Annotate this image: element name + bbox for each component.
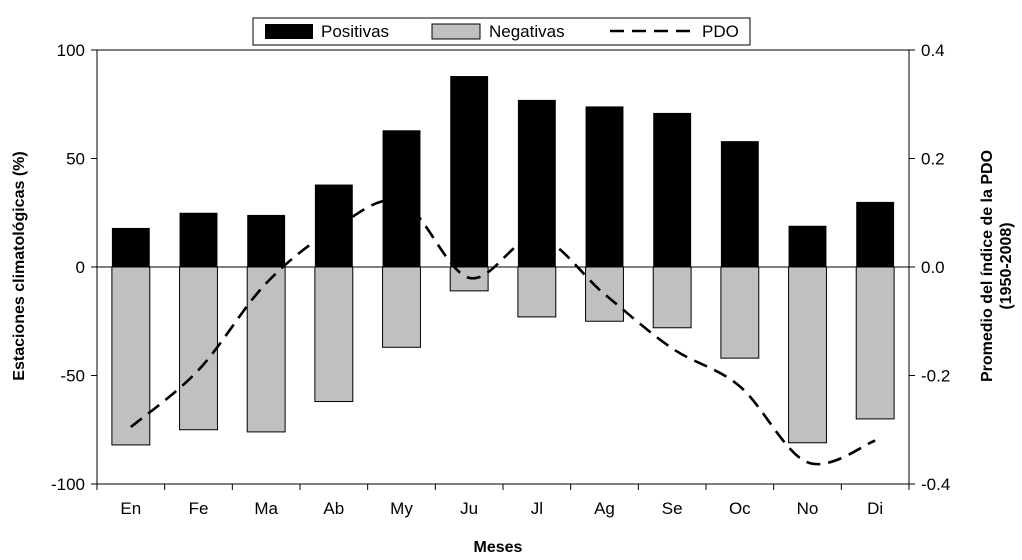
bar-negativas-Se — [652, 266, 692, 329]
right-y-tick-label: 0.4 — [921, 41, 945, 60]
legend-label-positivas: Positivas — [321, 22, 389, 41]
bar-negativas-En — [111, 266, 151, 446]
x-tick-label-En: En — [120, 499, 141, 518]
bar-negativas-Fe — [179, 266, 218, 431]
x-tick-label-Oc: Oc — [729, 499, 751, 518]
right-y-tick-label: -0.4 — [921, 475, 950, 494]
bar-positivas-Ju — [450, 76, 489, 267]
right-y-tick-label: 0.2 — [921, 150, 945, 169]
left-y-tick-label: 50 — [66, 150, 85, 169]
bar-negativas-Di — [855, 266, 895, 420]
right-y-axis-title-line1: Promedio del índice de la PDO — [979, 150, 996, 382]
bar-positivas-My — [382, 130, 421, 267]
bar-negativas-Oc — [720, 266, 760, 359]
right-y-tick-label: 0.0 — [921, 258, 945, 277]
x-tick-label-Di: Di — [867, 499, 883, 518]
right-y-axis: -0.4 -0.2 0.0 0.2 0.4 — [909, 41, 950, 494]
bar-positivas-Fe — [179, 212, 218, 267]
bar-negativas-My — [382, 266, 421, 348]
bar-positivas-Oc — [720, 141, 759, 267]
left-y-tick-label: 0 — [76, 258, 85, 277]
left-y-tick-label: 100 — [57, 41, 85, 60]
bar-negativas-Ab — [314, 266, 354, 403]
x-axis-title: Meses — [474, 539, 523, 556]
bar-positivas-Ab — [314, 184, 353, 267]
x-tick-label-My: My — [390, 499, 413, 518]
x-tick-label-Ma: Ma — [254, 499, 278, 518]
negative-bars-group — [111, 266, 895, 446]
right-y-tick-label: -0.2 — [921, 367, 950, 386]
bar-positivas-Di — [856, 201, 895, 267]
x-tick-label-Fe: Fe — [189, 499, 209, 518]
left-y-tick-label: -100 — [51, 475, 85, 494]
legend-label-negativas: Negativas — [489, 22, 565, 41]
bar-positivas-Ag — [585, 106, 624, 267]
legend: Positivas Negativas PDO — [252, 17, 751, 46]
legend-label-pdo: PDO — [702, 22, 739, 41]
pdo-line — [129, 198, 876, 466]
right-y-axis-title-line2: (1950-2008) — [998, 222, 1015, 309]
left-y-axis: -100 -50 0 50 100 — [51, 41, 97, 494]
x-tick-label-No: No — [797, 499, 819, 518]
legend-swatch-positivas — [265, 24, 313, 39]
bar-negativas-No — [788, 266, 827, 444]
bar-negativas-Ma — [246, 266, 286, 433]
bar-positivas-Ma — [247, 214, 286, 267]
legend-swatch-negativas — [431, 23, 481, 40]
x-tick-label-Ju: Ju — [460, 499, 478, 518]
left-y-axis-title: Estaciones climatológicas (%) — [11, 151, 28, 380]
positive-bars-group — [111, 76, 895, 268]
x-tick-label-Jl: Jl — [531, 499, 543, 518]
bar-positivas-En — [111, 227, 150, 267]
left-y-tick-label: -50 — [60, 367, 85, 386]
x-axis: En Fe Ma Ab My Ju Jl Ag Se Oc No Di — [96, 484, 910, 518]
x-tick-label-Ab: Ab — [323, 499, 344, 518]
bar-negativas-Ag — [585, 266, 624, 322]
bar-negativas-Jl — [517, 266, 557, 318]
bar-positivas-No — [788, 225, 827, 267]
x-tick-label-Se: Se — [662, 499, 683, 518]
x-tick-label-Ag: Ag — [594, 499, 615, 518]
bar-positivas-Se — [653, 112, 692, 268]
